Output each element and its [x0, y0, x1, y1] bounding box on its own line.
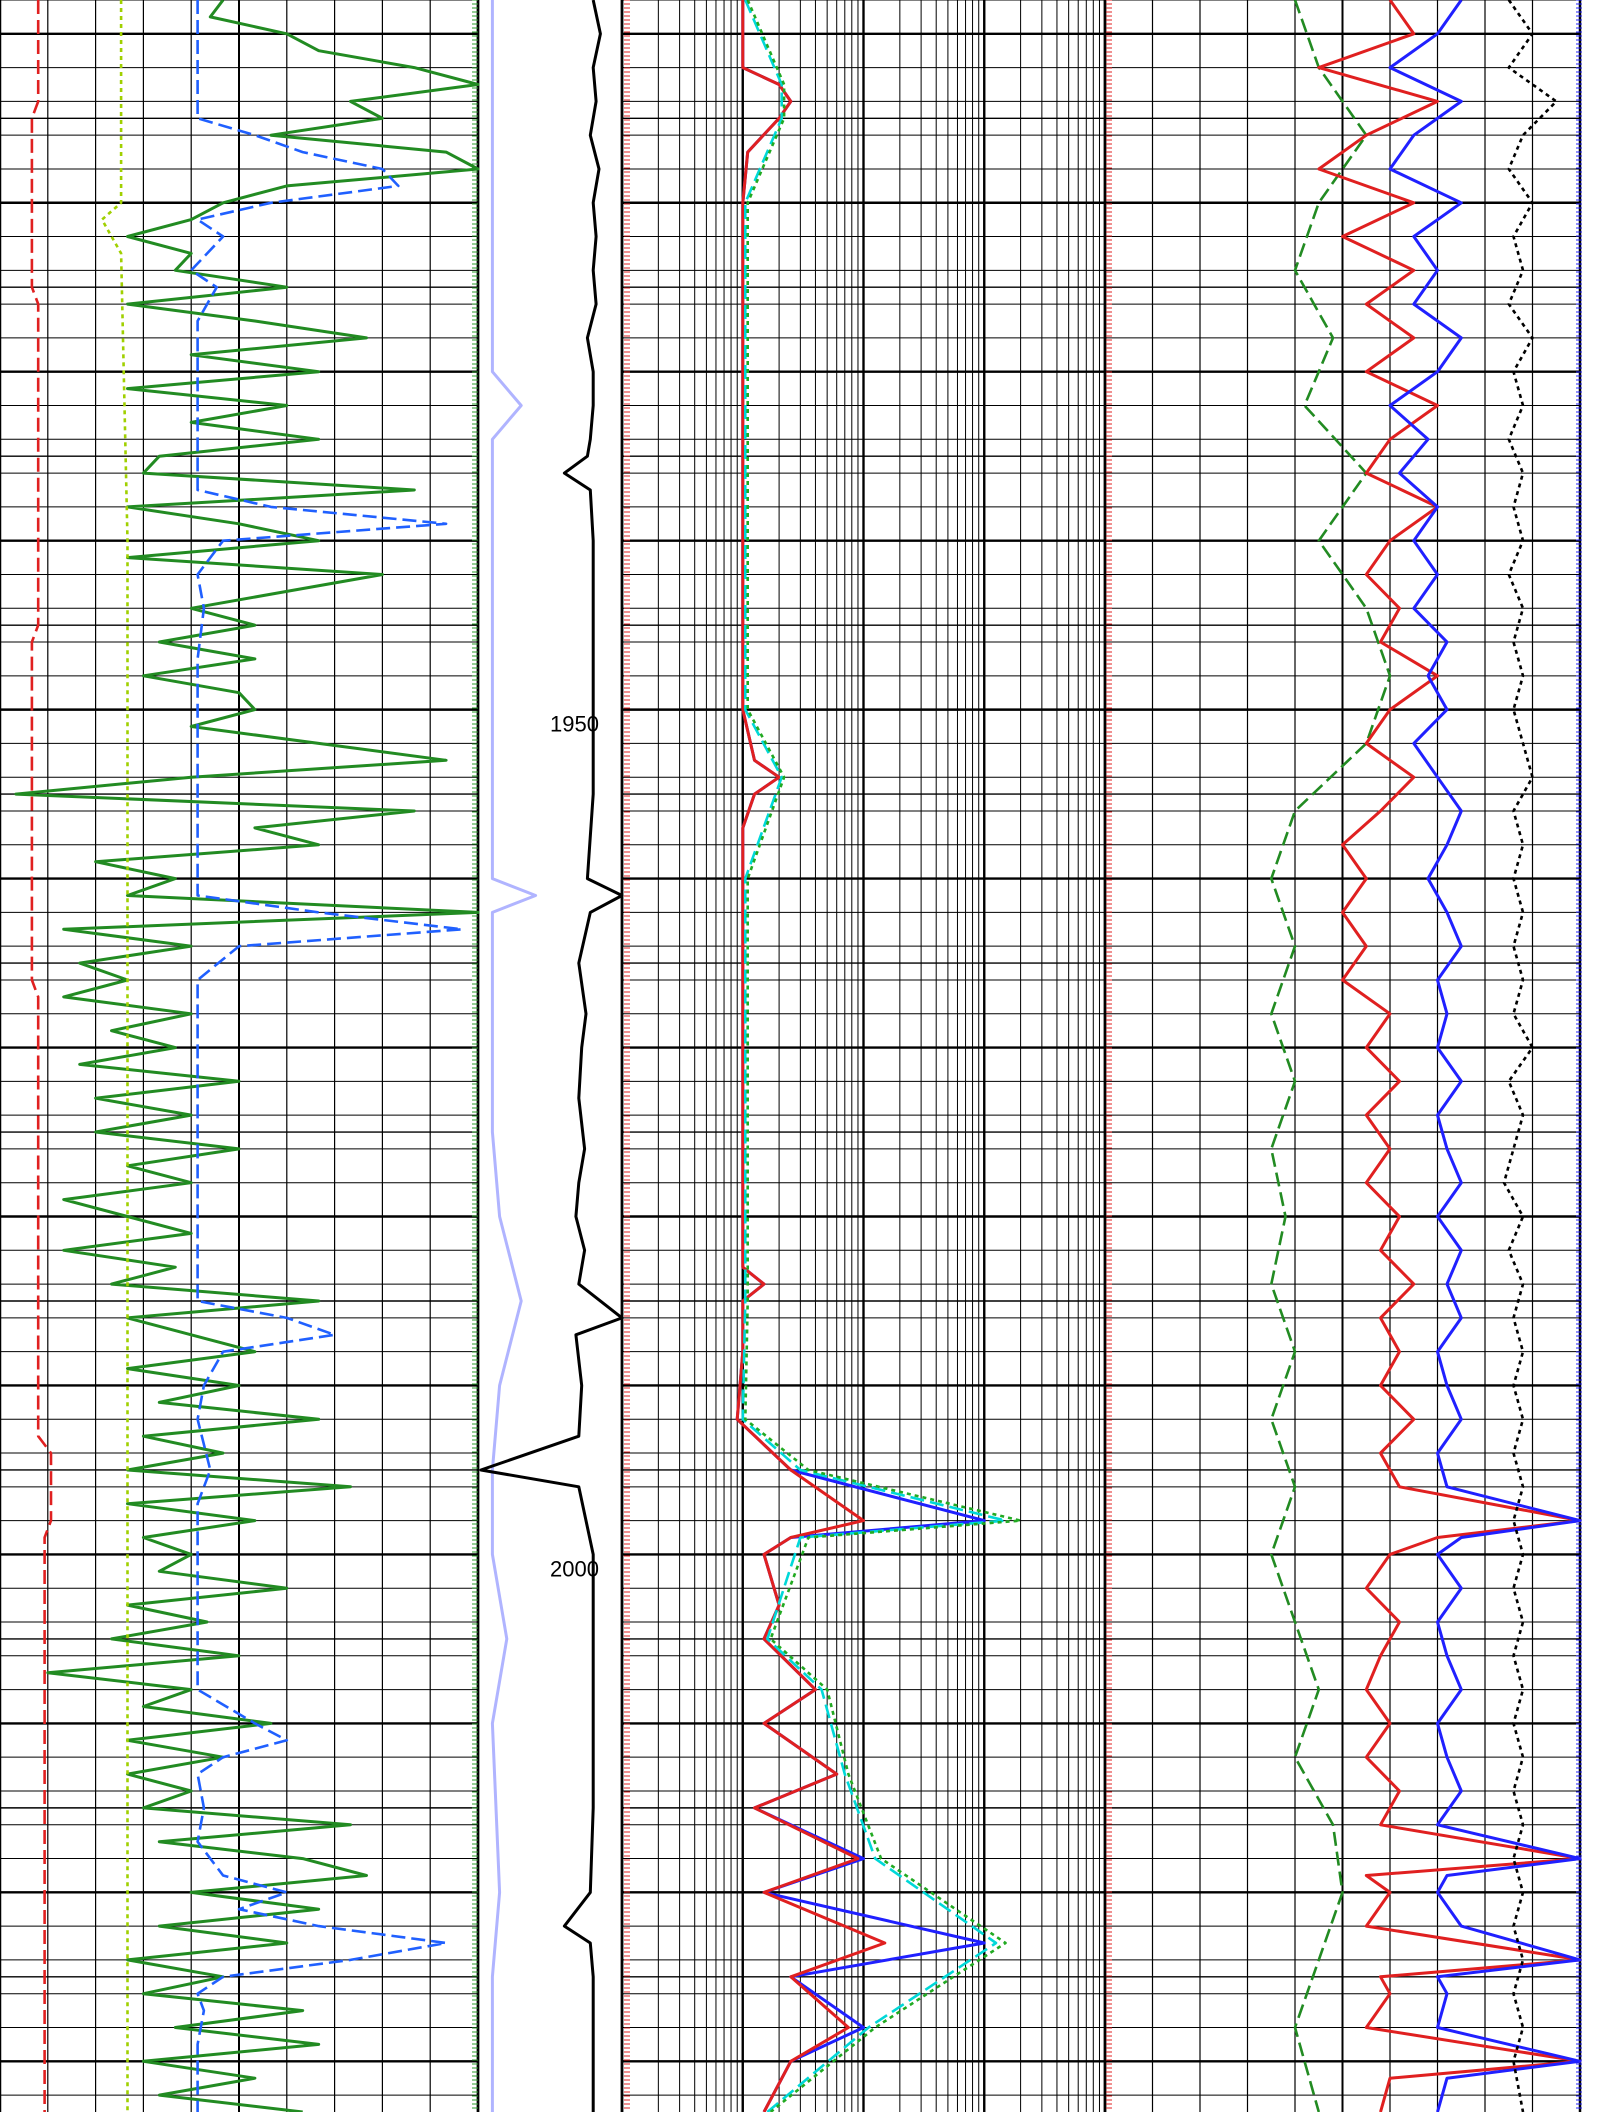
depth-ticks	[472, 0, 1582, 2109]
track1-series-1	[189, 0, 464, 2112]
track1-series-3	[100, 0, 129, 2112]
track4-series-2	[1388, 0, 1582, 2112]
track1-series-0	[14, 0, 480, 2112]
track4-series-0	[1270, 0, 1392, 2112]
depth-label-1950: 1950	[550, 712, 599, 737]
depth-label-2000: 2000	[550, 1556, 599, 1581]
track1-series-2	[30, 0, 53, 2112]
track3-series-3	[743, 0, 1022, 2112]
depth-labels: 1950 2000	[550, 712, 599, 1582]
track4-series-3	[1502, 0, 1558, 2112]
track3-series-1	[735, 0, 887, 2112]
track2-series-0	[490, 0, 538, 2112]
track3-series-0	[735, 0, 986, 2112]
track3-series-2	[741, 0, 1007, 2112]
track4-series-1	[1317, 0, 1582, 2112]
track2-series-1	[479, 0, 624, 2112]
log-curves	[14, 0, 1582, 2112]
